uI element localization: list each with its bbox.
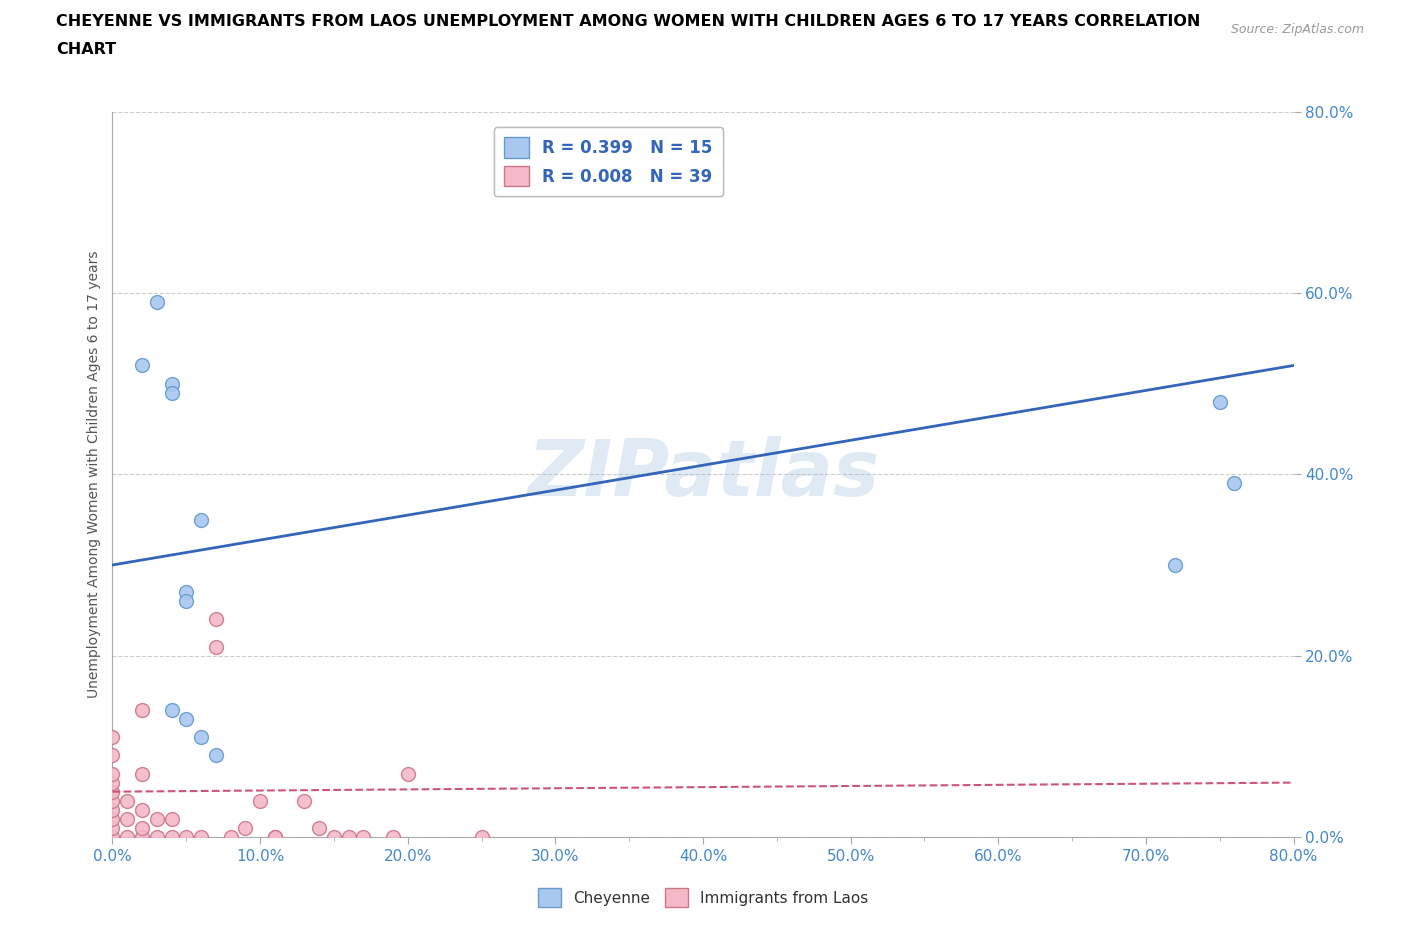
Point: [174, 585, 197, 600]
Point: [219, 830, 242, 844]
Point: [117, 830, 138, 844]
Point: [146, 811, 169, 827]
Point: [249, 793, 271, 808]
Point: [1208, 394, 1232, 409]
Point: [101, 820, 124, 835]
Point: [117, 811, 138, 827]
Point: [101, 830, 124, 844]
Point: [131, 820, 153, 835]
Point: [233, 820, 256, 835]
Point: [131, 703, 153, 718]
Point: [1223, 476, 1246, 491]
Point: [131, 766, 153, 781]
Point: [174, 830, 197, 844]
Legend: Cheyenne, Immigrants from Laos: Cheyenne, Immigrants from Laos: [531, 883, 875, 913]
Point: [101, 784, 124, 799]
Text: CHART: CHART: [56, 42, 117, 57]
Point: [131, 358, 153, 373]
Point: [146, 830, 169, 844]
Point: [190, 730, 212, 745]
Point: [160, 703, 183, 718]
Point: [205, 612, 228, 627]
Point: [352, 830, 374, 844]
Point: [160, 377, 183, 392]
Point: [323, 830, 346, 844]
Point: [101, 803, 124, 817]
Point: [382, 830, 405, 844]
Point: [337, 830, 360, 844]
Point: [146, 295, 169, 310]
Legend: R = 0.399   N = 15, R = 0.008   N = 39: R = 0.399 N = 15, R = 0.008 N = 39: [494, 127, 723, 196]
Point: [264, 830, 287, 844]
Point: [160, 811, 183, 827]
Point: [101, 730, 124, 745]
Point: [470, 830, 494, 844]
Point: [1164, 558, 1187, 573]
Point: [174, 711, 197, 726]
Point: [101, 793, 124, 808]
Point: [190, 830, 212, 844]
Point: [190, 512, 212, 527]
Point: [264, 830, 287, 844]
Point: [101, 748, 124, 763]
Point: [205, 639, 228, 654]
Point: [101, 776, 124, 790]
Text: CHEYENNE VS IMMIGRANTS FROM LAOS UNEMPLOYMENT AMONG WOMEN WITH CHILDREN AGES 6 T: CHEYENNE VS IMMIGRANTS FROM LAOS UNEMPLO…: [56, 14, 1201, 29]
Point: [205, 748, 228, 763]
Point: [308, 820, 330, 835]
Point: [292, 793, 315, 808]
Text: ZIPatlas: ZIPatlas: [527, 436, 879, 512]
Y-axis label: Unemployment Among Women with Children Ages 6 to 17 years: Unemployment Among Women with Children A…: [87, 250, 101, 698]
Point: [160, 830, 183, 844]
Point: [131, 830, 153, 844]
Point: [101, 766, 124, 781]
Point: [1239, 86, 1261, 101]
Point: [160, 385, 183, 400]
Point: [101, 811, 124, 827]
Point: [117, 793, 138, 808]
Point: [174, 594, 197, 609]
Point: [396, 766, 419, 781]
Text: Source: ZipAtlas.com: Source: ZipAtlas.com: [1230, 23, 1364, 36]
Point: [131, 803, 153, 817]
